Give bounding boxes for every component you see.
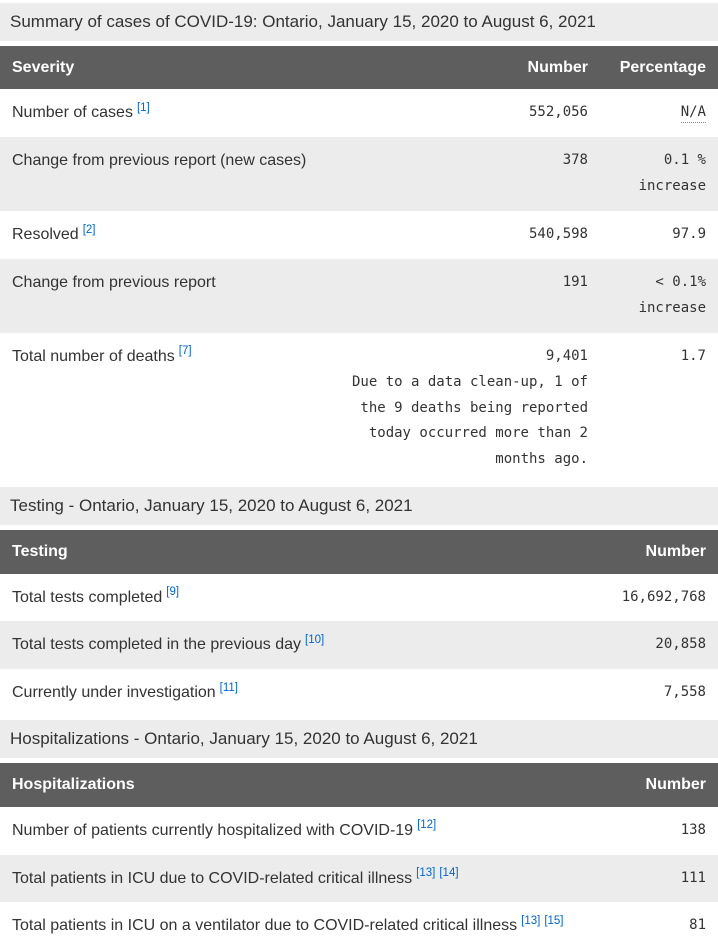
row-label-text: Resolved bbox=[12, 226, 79, 244]
row-label: Total tests completed in the previous da… bbox=[0, 621, 598, 670]
table-row-currently-hospitalized: Number of patients currently hospitalize… bbox=[0, 807, 718, 855]
footnote-link-7[interactable]: [7] bbox=[178, 345, 192, 358]
footnote-marker: [14] bbox=[439, 867, 458, 879]
deaths-number: 9,401 bbox=[545, 347, 588, 364]
testing-header-row: Testing Number bbox=[0, 529, 718, 574]
percentage-value: 1.7 bbox=[680, 347, 706, 364]
number-value: 81 bbox=[689, 917, 706, 934]
footnote-marker: [12] bbox=[417, 819, 437, 832]
footnote-link-11[interactable]: [11] bbox=[219, 682, 238, 695]
percentage-value: 0.1 % increase bbox=[600, 137, 718, 212]
footnote-link-2[interactable]: [2] bbox=[82, 223, 96, 236]
footnote-link-13[interactable]: [13] bbox=[416, 867, 436, 880]
not-applicable-abbr: N/A bbox=[680, 104, 706, 124]
number-value: 191 bbox=[332, 258, 600, 333]
footnote-marker: [11] bbox=[220, 682, 238, 694]
row-label: Total patients in ICU on a ventilator du… bbox=[0, 902, 598, 948]
number-value: 540,598 bbox=[528, 226, 588, 243]
row-label-text: Total number of deaths bbox=[12, 347, 175, 365]
table-row-icu: Total patients in ICU due to COVID-relat… bbox=[0, 854, 718, 903]
table-row-total-deaths: Total number of deaths [7] 9,401 Due to a… bbox=[0, 333, 718, 484]
hospitalizations-table-caption: Hospitalizations - Ontario, January 15, … bbox=[0, 720, 718, 759]
table-row-icu-ventilator: Total patients in ICU on a ventilator du… bbox=[0, 902, 718, 948]
row-label: Total number of deaths [7] bbox=[0, 333, 332, 484]
footnote-link-10[interactable]: [10] bbox=[305, 634, 325, 647]
summary-table: Severity Number Percentage Number of cas… bbox=[0, 45, 718, 484]
footnote-marker: [9] bbox=[166, 586, 180, 599]
row-label: Currently under investigation [11] bbox=[0, 669, 598, 717]
column-header-number: Number bbox=[332, 45, 600, 90]
row-label: Change from previous report bbox=[0, 258, 332, 333]
row-label-text: Change from previous report bbox=[12, 273, 216, 291]
row-label-text: Total patients in ICU on a ventilator du… bbox=[12, 917, 518, 935]
row-label: Change from previous report (new cases) bbox=[0, 137, 332, 212]
footnote-link-12[interactable]: [12] bbox=[417, 819, 437, 832]
table-row-resolved: Resolved [2] 540,598 97.9 bbox=[0, 211, 718, 259]
footnote-marker: [1] bbox=[137, 102, 150, 114]
column-header-severity: Severity bbox=[0, 45, 332, 90]
footnote-marker: [7] bbox=[178, 345, 192, 358]
row-label-text: Change from previous report (new cases) bbox=[12, 152, 307, 170]
footnote-link-14[interactable]: [14] bbox=[439, 867, 459, 880]
footnote-marker: [10] bbox=[305, 634, 324, 646]
table-row-change-previous-report: Change from previous report 191 < 0.1% i… bbox=[0, 258, 718, 333]
testing-table: Testing Number Total tests completed [9] … bbox=[0, 529, 718, 717]
footnote-marker: [13] bbox=[416, 867, 435, 879]
number-value: 138 bbox=[680, 821, 706, 838]
number-value: 111 bbox=[598, 854, 718, 903]
table-row-total-tests: Total tests completed [9] 16,692,768 bbox=[0, 574, 718, 622]
hospitalizations-header-row: Hospitalizations Number bbox=[0, 763, 718, 807]
footnote-link-1[interactable]: [1] bbox=[136, 102, 150, 115]
footnote-marker: [13] bbox=[521, 915, 540, 927]
row-label-text: Total tests completed bbox=[12, 588, 163, 606]
column-header-number: Number bbox=[598, 529, 718, 574]
row-label-text: Total tests completed in the previous da… bbox=[12, 636, 302, 654]
row-label: Total patients in ICU due to COVID-relat… bbox=[0, 854, 598, 903]
number-value: 9,401 Due to a data clean-up, 1 of the 9… bbox=[332, 333, 600, 484]
table-row-tests-previous-day: Total tests completed in the previous da… bbox=[0, 621, 718, 670]
number-value: 378 bbox=[332, 137, 600, 212]
row-label: Total tests completed [9] bbox=[0, 574, 598, 622]
footnote-link-13b[interactable]: [13] bbox=[521, 915, 541, 928]
row-label: Number of cases [1] bbox=[0, 89, 332, 137]
footnote-link-9[interactable]: [9] bbox=[166, 586, 180, 599]
hospitalizations-table: Hospitalizations Number Number of patien… bbox=[0, 763, 718, 948]
column-header-number: Number bbox=[598, 763, 718, 807]
table-row-number-of-cases: Number of cases [1] 552,056 N/A bbox=[0, 89, 718, 137]
number-value: 20,858 bbox=[598, 621, 718, 670]
summary-header-row: Severity Number Percentage bbox=[0, 45, 718, 90]
row-label-text: Number of cases bbox=[12, 104, 133, 122]
footnote-marker: [15] bbox=[544, 915, 563, 927]
percentage-value: 97.9 bbox=[672, 226, 706, 243]
number-value: 7,558 bbox=[663, 684, 706, 701]
row-label: Resolved [2] bbox=[0, 211, 332, 259]
data-note: Due to a data clean-up, 1 of the 9 death… bbox=[351, 373, 588, 468]
summary-table-caption: Summary of cases of COVID-19: Ontario, J… bbox=[0, 3, 718, 41]
testing-table-caption: Testing - Ontario, January 15, 2020 to A… bbox=[0, 487, 718, 525]
percentage-value: < 0.1% increase bbox=[600, 258, 718, 333]
row-label-text: Total patients in ICU due to COVID-relat… bbox=[12, 869, 413, 887]
column-header-testing: Testing bbox=[0, 529, 598, 574]
row-label: Number of patients currently hospitalize… bbox=[0, 807, 598, 855]
footnote-link-15[interactable]: [15] bbox=[544, 915, 564, 928]
row-label-text: Currently under investigation bbox=[12, 684, 216, 702]
table-row-under-investigation: Currently under investigation [11] 7,558 bbox=[0, 669, 718, 717]
column-header-hospitalizations: Hospitalizations bbox=[0, 763, 598, 807]
number-value: 16,692,768 bbox=[621, 588, 706, 605]
number-value: 552,056 bbox=[528, 104, 588, 121]
row-label-text: Number of patients currently hospitalize… bbox=[12, 821, 414, 839]
table-row-change-new-cases: Change from previous report (new cases) … bbox=[0, 137, 718, 212]
percentage-value: N/A bbox=[600, 89, 718, 137]
footnote-marker: [2] bbox=[83, 224, 96, 236]
column-header-percentage: Percentage bbox=[600, 45, 718, 90]
